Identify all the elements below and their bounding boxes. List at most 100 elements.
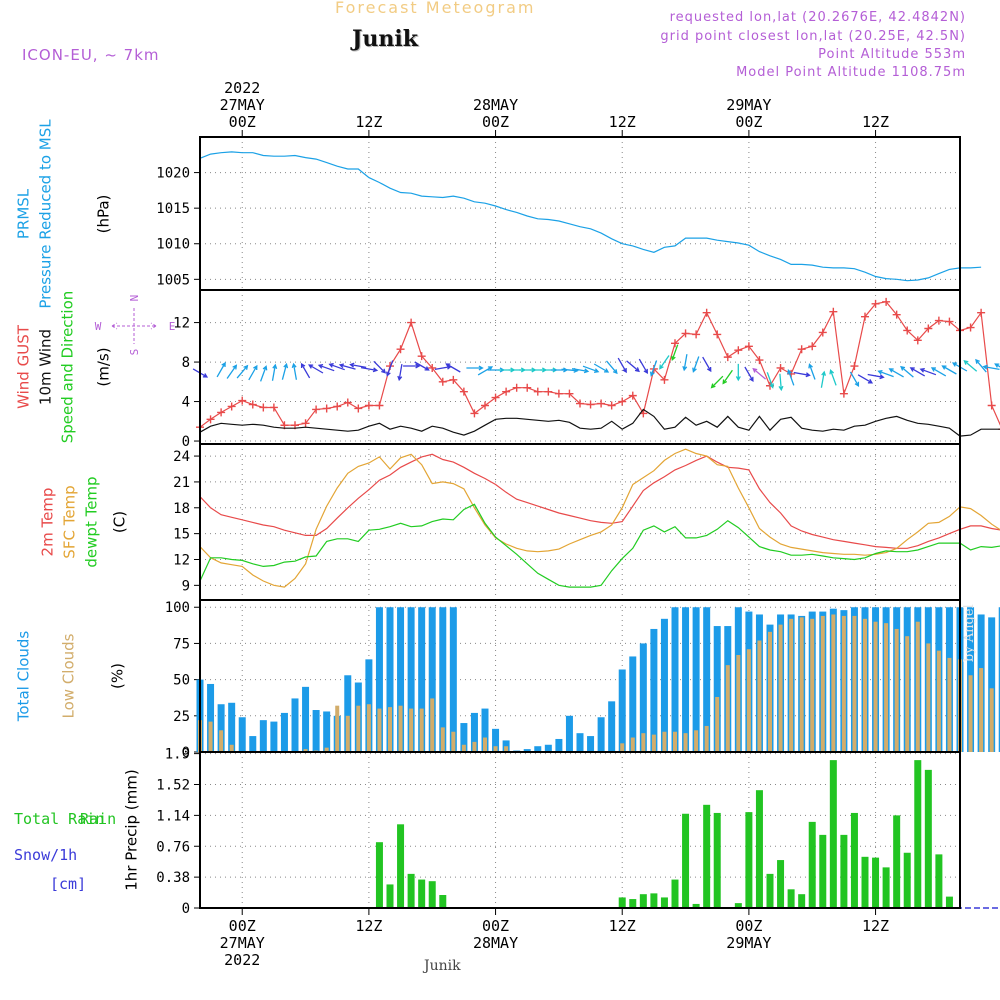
wind-direction-arrows <box>192 344 1000 392</box>
gust-marker <box>776 363 785 372</box>
wind-arrow <box>787 369 795 386</box>
bar <box>660 897 668 908</box>
bar <box>345 715 350 752</box>
axis-label-clouds: Low Clouds <box>60 633 78 718</box>
wind-arrow <box>582 365 600 373</box>
wind-arrow <box>963 360 978 372</box>
axis-label-temperature: 2m Temp <box>39 488 57 557</box>
bar <box>470 712 478 752</box>
gust-marker <box>681 329 690 338</box>
wind-arrow <box>710 375 724 389</box>
panel-frame <box>199 289 961 445</box>
wind-arrow <box>829 369 837 386</box>
unit-label-clouds: (%) <box>109 663 127 689</box>
axis-label-pressure: PRMSL <box>15 188 33 239</box>
wind-arrow <box>659 355 670 370</box>
wind-arrow <box>857 374 874 384</box>
bar <box>483 737 487 752</box>
wind-arrow <box>766 372 774 389</box>
bar <box>629 899 637 908</box>
series-line <box>199 503 1000 588</box>
x-tick-label-bottom: 12Z <box>355 917 382 935</box>
bar <box>998 607 1000 752</box>
gust-marker <box>934 316 943 325</box>
bar <box>799 617 804 752</box>
wind-arrow <box>722 369 733 385</box>
gust-marker <box>755 356 764 365</box>
bar <box>386 884 394 908</box>
bar <box>894 628 899 752</box>
bar <box>671 607 679 752</box>
panel-clouds: 0 25 50 75 100 Total Clouds Low Clouds (%) <box>15 599 1000 761</box>
bar <box>850 812 858 908</box>
bar <box>989 688 994 752</box>
gust-marker <box>502 387 511 396</box>
gust-marker <box>301 419 310 428</box>
bar <box>356 705 361 752</box>
bar <box>810 618 815 752</box>
wind-arrow <box>403 363 421 369</box>
y-tick-label-precip: 1.14 <box>156 808 190 824</box>
wind-arrow <box>649 360 658 377</box>
wind-arrow <box>477 366 494 376</box>
bar <box>639 894 647 908</box>
y-tick-label-precip: 1.9 <box>165 747 190 763</box>
bar <box>472 741 477 752</box>
bar <box>872 857 880 908</box>
bar <box>968 675 973 752</box>
wind-arrow <box>735 363 741 382</box>
bar <box>618 897 626 908</box>
legend-rain: Rain <box>80 810 116 828</box>
bar <box>819 834 827 908</box>
gust-marker <box>481 401 489 410</box>
gust-marker <box>512 383 521 392</box>
bar <box>335 705 340 752</box>
gust-marker <box>977 308 986 317</box>
wind-arrow <box>909 367 926 377</box>
bar <box>808 821 816 908</box>
wind-arrow <box>994 363 1000 368</box>
bar <box>979 668 984 752</box>
wind-arrow <box>702 356 712 373</box>
gust-marker <box>259 403 268 412</box>
wind-arrow <box>900 365 914 378</box>
gust-marker <box>227 402 236 411</box>
series-10m-wind <box>199 408 1000 437</box>
wind-arrow <box>291 362 298 380</box>
bar <box>903 852 911 908</box>
bar <box>418 607 426 752</box>
bar <box>715 696 720 752</box>
bar <box>407 873 415 908</box>
bar <box>375 842 383 908</box>
bar <box>397 607 405 752</box>
gust-marker <box>322 404 331 413</box>
gust-marker <box>312 405 321 414</box>
wind-arrow <box>593 363 610 373</box>
gust-marker <box>428 363 437 372</box>
gust-marker <box>913 336 922 345</box>
bar <box>924 769 932 908</box>
compass-e: E <box>169 320 176 333</box>
y-tick-label-precip: 0.38 <box>156 870 190 886</box>
bar <box>768 631 772 752</box>
gust-marker <box>671 339 679 348</box>
gust-marker <box>744 342 753 351</box>
bar <box>936 650 941 752</box>
bar <box>377 708 382 752</box>
wind-arrow <box>638 358 648 375</box>
bar <box>755 790 763 908</box>
gust-marker <box>692 330 701 339</box>
wind-arrow <box>397 363 403 382</box>
series-line <box>199 453 1000 549</box>
bar <box>682 607 690 752</box>
gust-marker <box>396 345 405 354</box>
wind-arrow <box>373 360 387 374</box>
x-tick-label-bottom: 29MAY <box>726 934 771 952</box>
series-line <box>199 151 982 282</box>
y-tick-label-pressure: 1005 <box>156 272 190 288</box>
axis-label-temperature: dewpt Temp <box>83 476 101 567</box>
wind-arrow <box>849 371 860 387</box>
bar <box>323 711 331 752</box>
model-label: ICON-EU, ~ 7km <box>22 46 160 64</box>
